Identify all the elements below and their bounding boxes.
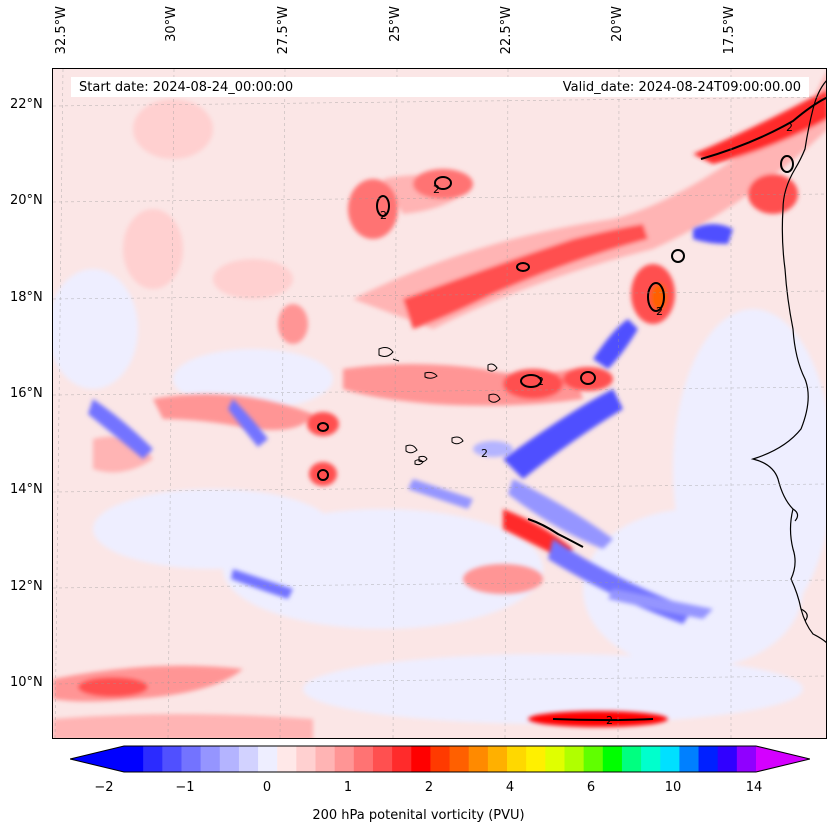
colorbar-cell: [200, 746, 221, 772]
lat-label-22n: 22°N: [10, 97, 43, 112]
colorbar-cell: [238, 746, 259, 772]
pv-negative-streaks: [88, 224, 733, 624]
contour-label: 2: [380, 209, 387, 222]
colorbar-cell: [641, 746, 661, 772]
pv-positive-bands: [53, 73, 826, 738]
colorbar-tick-label: 2: [424, 780, 434, 795]
colorbar-tick-label: 10: [664, 780, 682, 795]
colorbar-tick-label: 6: [586, 780, 596, 795]
lon-label-20w: 20°W: [610, 6, 625, 42]
colorbar-cells: [124, 746, 757, 772]
colorbar-cell: [430, 746, 451, 772]
pv-2-contours: [317, 96, 826, 721]
colorbar-cell: [219, 746, 240, 772]
colorbar: [70, 745, 810, 773]
lon-label-30w: 30°W: [164, 6, 179, 42]
colorbar-cell: [143, 746, 163, 772]
colorbar-cell: [698, 746, 719, 772]
colorbar-cell: [526, 746, 546, 772]
contour-label: 2: [656, 305, 663, 318]
lat-label-18n: 18°N: [10, 290, 43, 305]
cape-verde-islands: [378, 347, 501, 466]
map-gridlines: [53, 69, 826, 738]
colorbar-cell: [258, 746, 278, 772]
lon-label-27-5w: 27.5°W: [276, 6, 291, 55]
colorbar-cell: [392, 746, 412, 772]
colorbar-cell: [277, 746, 297, 772]
pv-map: 2 2 2 2 2 2 2: [52, 68, 827, 739]
colorbar-tick-label: 14: [745, 780, 763, 795]
colorbar-cell: [487, 746, 508, 772]
colorbar-under-arrow: [70, 746, 124, 772]
colorbar-cell: [372, 746, 393, 772]
lat-label-12n: 12°N: [10, 579, 43, 594]
colorbar-cell: [468, 746, 489, 772]
valid-date-text: Valid_date: 2024-08-24T09:00:00.00: [562, 79, 801, 95]
map-header: Start date: 2024-08-24_00:00:00 Valid_da…: [71, 77, 809, 97]
lon-label-32-5w: 32.5°W: [54, 6, 69, 55]
colorbar-tick-label: 1: [343, 780, 353, 795]
colorbar-tick-label: 4: [505, 780, 515, 795]
colorbar-cell: [545, 746, 565, 772]
colorbar-tick-label: −2: [94, 780, 114, 795]
colorbar-outline: [70, 745, 810, 773]
colorbar-cell: [353, 746, 374, 772]
lat-label-16n: 16°N: [10, 386, 43, 401]
contour-labels: 2 2 2 2 2 2 2: [380, 121, 793, 727]
lon-label-22-5w: 22.5°W: [499, 6, 514, 55]
colorbar-cell: [660, 746, 680, 772]
start-date-text: Start date: 2024-08-24_00:00:00: [79, 79, 294, 95]
lat-label-10n: 10°N: [10, 675, 43, 690]
lon-label-17-5w: 17.5°W: [722, 6, 737, 55]
colorbar-cell: [679, 746, 700, 772]
contour-label: 2: [606, 714, 613, 727]
pv-field-plot: 2 2 2 2 2 2 2: [53, 69, 826, 738]
colorbar-title: 200 hPa potenital vorticity (PVU): [312, 808, 525, 823]
colorbar-cell: [717, 746, 738, 772]
colorbar-cell: [162, 746, 182, 772]
colorbar-tick-label: 0: [262, 780, 272, 795]
colorbar-cell: [315, 746, 336, 772]
colorbar-cell: [602, 746, 623, 772]
colorbar-tick-label: −1: [175, 780, 195, 795]
lat-label-14n: 14°N: [10, 482, 43, 497]
colorbar-over-arrow: [756, 746, 810, 772]
contour-label: 2: [786, 121, 793, 134]
contour-label: 2: [537, 375, 544, 388]
colorbar-cell: [124, 746, 144, 772]
pv-light-blue-regions: [53, 269, 826, 724]
colorbar-cell: [411, 746, 431, 772]
contour-label: 2: [433, 183, 440, 196]
colorbar-cell: [736, 746, 757, 772]
colorbar-cell: [564, 746, 585, 772]
colorbar-cell: [296, 746, 317, 772]
colorbar-cell: [181, 746, 202, 772]
contour-label: 2: [481, 447, 488, 460]
colorbar-cell: [621, 746, 642, 772]
colorbar-cell: [449, 746, 470, 772]
africa-coastline: [750, 80, 826, 643]
lat-label-20n: 20°N: [10, 193, 43, 208]
colorbar-cell: [583, 746, 604, 772]
colorbar-cell: [507, 746, 527, 772]
colorbar-cell: [334, 746, 355, 772]
lon-label-25w: 25°W: [388, 6, 403, 42]
